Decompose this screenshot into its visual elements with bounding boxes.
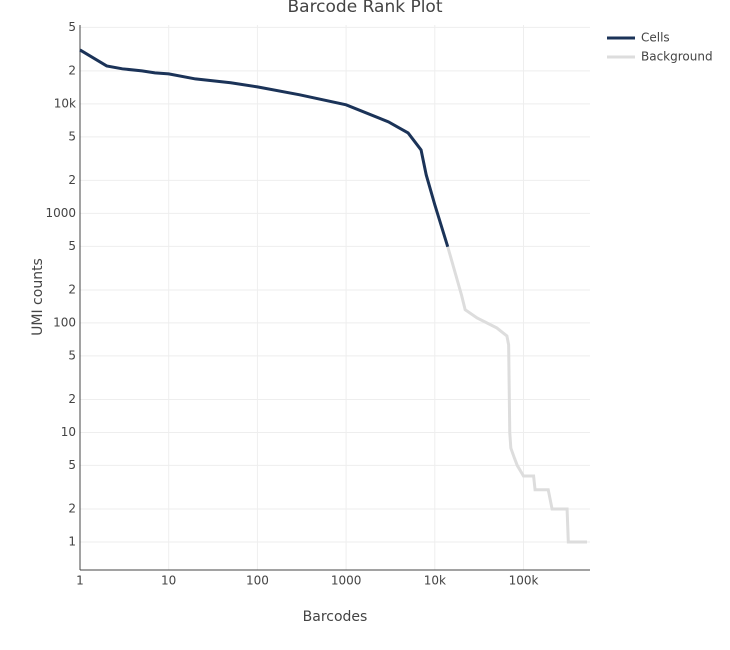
- legend-label: Background: [641, 50, 713, 64]
- y-tick-label: 1: [68, 534, 76, 548]
- y-tick-label: 2: [68, 282, 76, 296]
- y-tick-label: 10k: [54, 96, 76, 110]
- x-tick-label: 10k: [424, 574, 446, 588]
- y-axis-label: UMI counts: [30, 258, 46, 336]
- chart-title: Barcode Rank Plot: [287, 0, 442, 17]
- y-tick-label: 2: [68, 392, 76, 406]
- y-tick-label: 2: [68, 173, 76, 187]
- x-tick-label: 10: [161, 574, 176, 588]
- y-tick-label: 100: [53, 315, 76, 329]
- x-tick-label: 1000: [331, 574, 362, 588]
- series-line: [79, 48, 450, 248]
- x-tick-label: 100: [246, 574, 269, 588]
- y-tick-label: 5: [68, 129, 76, 143]
- x-tick-label: 100k: [509, 574, 539, 588]
- y-tick-label: 2: [68, 63, 76, 77]
- y-tick-label: 10: [61, 425, 76, 439]
- x-axis-label: Barcodes: [303, 609, 368, 625]
- series-line: [446, 246, 588, 544]
- y-tick-label: 2: [68, 502, 76, 516]
- y-tick-label: 5: [68, 20, 76, 34]
- y-tick-label: 5: [68, 348, 76, 362]
- x-tick-label: 1: [76, 574, 84, 588]
- legend-label: Cells: [641, 31, 670, 45]
- y-tick-label: 5: [68, 239, 76, 253]
- y-tick-label: 1000: [45, 206, 76, 220]
- y-tick-label: 5: [68, 458, 76, 472]
